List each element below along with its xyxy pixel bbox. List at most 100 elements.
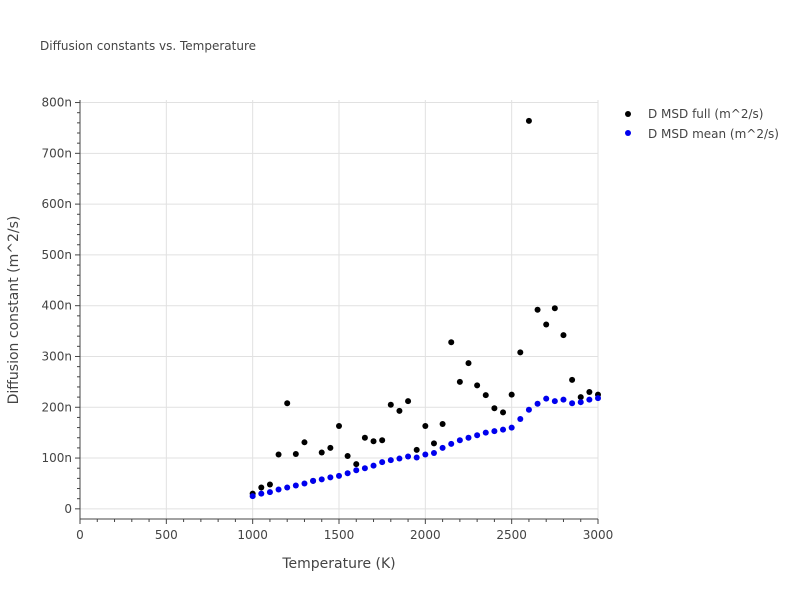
- x-tick-label: 2500: [496, 528, 527, 542]
- data-point-mean: [387, 457, 394, 464]
- points-layer: [249, 117, 601, 500]
- data-point-mean: [465, 434, 472, 441]
- y-tick-label: 0: [64, 502, 72, 516]
- data-point-mean: [482, 429, 489, 436]
- legend-label-full: D MSD full (m^2/s): [648, 107, 763, 121]
- data-point-full: [301, 439, 308, 446]
- data-point-mean: [275, 486, 282, 493]
- data-point-mean: [413, 454, 420, 461]
- y-tick-label: 800n: [41, 96, 72, 110]
- data-point-mean: [456, 437, 463, 444]
- data-point-full: [534, 306, 541, 313]
- data-point-mean: [310, 477, 317, 484]
- data-point-mean: [586, 396, 593, 403]
- y-tick-label: 400n: [41, 299, 72, 313]
- x-tick-label: 1000: [237, 528, 268, 542]
- y-tick-label: 500n: [41, 248, 72, 262]
- data-point-full: [258, 484, 265, 491]
- chart-title: Diffusion constants vs. Temperature: [40, 39, 256, 53]
- y-tick-label: 700n: [41, 146, 72, 160]
- data-point-full: [439, 421, 446, 428]
- data-point-mean: [361, 465, 368, 472]
- data-point-full: [456, 378, 463, 385]
- data-point-full: [465, 360, 472, 367]
- data-point-mean: [595, 395, 601, 402]
- data-point-full: [284, 400, 291, 407]
- data-point-full: [551, 305, 558, 312]
- legend[interactable]: D MSD full (m^2/s) D MSD mean (m^2/s): [625, 107, 779, 141]
- axis-layer: 0 500 1000 1500 2000 2500 3000 0 100n 200n 300n 400…: [41, 96, 613, 542]
- data-point-mean: [292, 482, 299, 489]
- data-point-full: [491, 405, 498, 412]
- data-point-full: [379, 437, 386, 444]
- data-point-mean: [508, 424, 515, 431]
- data-point-full: [327, 444, 334, 451]
- data-point-full: [517, 349, 524, 356]
- data-point-mean: [491, 428, 498, 435]
- data-point-mean: [396, 455, 403, 462]
- data-point-full: [560, 332, 567, 339]
- data-point-full: [543, 321, 550, 328]
- data-point-full: [275, 451, 282, 458]
- data-point-mean: [379, 459, 386, 466]
- y-tick-label: 100n: [41, 451, 72, 465]
- data-point-mean: [448, 440, 455, 447]
- data-point-full: [525, 117, 532, 124]
- data-point-full: [396, 407, 403, 414]
- data-point-full: [370, 438, 377, 445]
- data-point-mean: [344, 470, 351, 477]
- data-point-mean: [474, 432, 481, 439]
- data-point-mean: [336, 472, 342, 479]
- data-point-full: [344, 453, 351, 460]
- data-point-mean: [525, 406, 532, 413]
- grid-layer: [80, 100, 599, 519]
- data-point-full: [292, 450, 299, 457]
- legend-item-mean[interactable]: D MSD mean (m^2/s): [625, 127, 779, 141]
- data-point-mean: [405, 453, 412, 460]
- x-tick-label: 2000: [410, 528, 441, 542]
- data-point-full: [577, 394, 584, 401]
- data-point-full: [448, 339, 455, 346]
- data-point-mean: [534, 400, 541, 407]
- legend-item-full[interactable]: D MSD full (m^2/s): [625, 107, 763, 121]
- data-point-full: [318, 449, 325, 456]
- data-point-full: [405, 398, 412, 405]
- data-point-mean: [430, 449, 437, 456]
- data-point-mean: [577, 399, 584, 406]
- data-point-full: [508, 391, 515, 398]
- data-point-mean: [258, 490, 265, 497]
- data-point-full: [413, 446, 420, 453]
- data-point-full: [586, 389, 593, 396]
- data-point-mean: [284, 484, 291, 491]
- data-point-mean: [301, 480, 308, 487]
- data-point-mean: [439, 444, 446, 451]
- data-point-mean: [353, 467, 360, 474]
- data-point-mean: [327, 474, 334, 481]
- data-point-mean: [543, 395, 550, 402]
- y-axis-label: Diffusion constant (m^2/s): [6, 216, 22, 405]
- data-point-mean: [517, 415, 524, 422]
- data-point-mean: [551, 398, 558, 405]
- data-point-full: [336, 423, 342, 430]
- legend-label-mean: D MSD mean (m^2/s): [648, 127, 779, 141]
- data-point-full: [430, 440, 437, 447]
- y-tick-label: 600n: [41, 197, 72, 211]
- data-point-full: [353, 461, 360, 468]
- data-point-full: [387, 401, 394, 408]
- data-point-full: [569, 376, 576, 383]
- data-point-full: [500, 409, 507, 416]
- data-point-full: [482, 392, 489, 399]
- x-tick-label: 3000: [583, 528, 614, 542]
- data-point-mean: [318, 476, 325, 483]
- x-axis-label: Temperature (K): [281, 556, 395, 572]
- data-point-mean: [560, 396, 567, 403]
- legend-marker-mean: [625, 130, 631, 136]
- data-point-full: [474, 382, 481, 389]
- data-point-mean: [500, 426, 507, 433]
- data-point-full: [266, 481, 273, 488]
- x-tick-label: 0: [76, 528, 84, 542]
- x-tick-label: 1500: [324, 528, 355, 542]
- y-tick-label: 300n: [41, 349, 72, 363]
- y-tick-label: 200n: [41, 400, 72, 414]
